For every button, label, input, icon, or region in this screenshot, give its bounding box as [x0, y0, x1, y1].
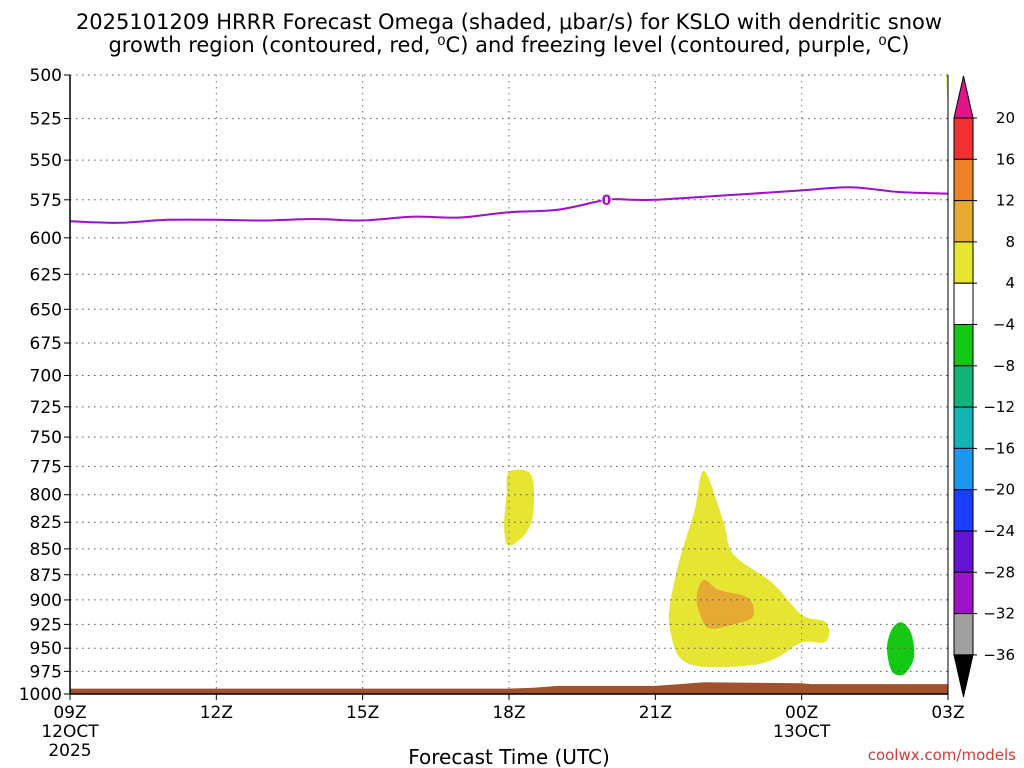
- omega-region-5: [887, 622, 915, 676]
- colorbar-box-11: [953, 530, 974, 573]
- colorbar-top-arrow: [953, 75, 974, 119]
- x-date-label-12OCT: 12OCT: [41, 722, 99, 742]
- colorbar-box-4: [953, 241, 974, 284]
- axes: 500 525 550 575 600 625 650 675 700 725 750 775 800 8…: [19, 66, 965, 761]
- colorbar-bottom-arrow: [953, 654, 974, 698]
- x-tick-label-09Z: 09Z: [53, 703, 86, 723]
- freezing-level-label-bg: [601, 191, 612, 207]
- colorbar-label-0: 20: [996, 109, 1015, 127]
- y-tick-label-1000: 1000: [19, 685, 62, 705]
- chart-title-line2: growth region (contoured, red, ⁰C) and f…: [108, 33, 909, 57]
- colorbar-label-6: −8: [993, 357, 1015, 375]
- y-tick-label-650: 650: [30, 300, 62, 320]
- colorbar-box-1: [953, 117, 974, 160]
- y-tick-label-800: 800: [30, 486, 62, 506]
- colorbar-box-7: [953, 365, 974, 408]
- y-tick-label-525: 525: [30, 110, 62, 130]
- y-tick-label-550: 550: [30, 151, 62, 171]
- colorbar-label-8: −16: [983, 439, 1015, 457]
- y-tick-label-925: 925: [30, 615, 62, 635]
- y-tick-label-725: 725: [30, 398, 62, 418]
- chart-title-line1: 2025101209 HRRR Forecast Omega (shaded, …: [76, 10, 942, 34]
- x-tick-label-15Z: 15Z: [346, 703, 379, 723]
- x-year-label: 2025: [48, 741, 91, 761]
- y-tick-label-625: 625: [30, 265, 62, 285]
- y-tick-label-700: 700: [30, 366, 62, 386]
- x-tick-label-18Z: 18Z: [492, 703, 525, 723]
- colorbar-label-10: −24: [983, 522, 1015, 540]
- colorbar-box-6: [953, 324, 974, 367]
- y-tick-label-575: 575: [30, 191, 62, 211]
- colorbar-label-4: 4: [1005, 274, 1015, 292]
- colorbar-box-12: [953, 571, 974, 615]
- colorbar: 20 16 12 8 4 −4 −8 −12 −16 −20 −24 −28 −32 −36: [953, 75, 1015, 698]
- omega-region-1: [504, 469, 535, 546]
- colorbar-box-5: [953, 282, 974, 326]
- grid: [69, 74, 949, 695]
- x-axis-label: Forecast Time (UTC): [408, 745, 610, 768]
- y-tick-label-825: 825: [30, 513, 62, 533]
- y-tick-label-750: 750: [30, 428, 62, 448]
- omega-shading: [504, 72, 949, 676]
- y-tick-label-900: 900: [30, 591, 62, 611]
- y-tick-label-775: 775: [30, 457, 62, 477]
- y-tick-label-600: 600: [30, 229, 62, 249]
- colorbar-label-9: −20: [983, 481, 1015, 499]
- colorbar-box-8: [953, 406, 974, 449]
- y-tick-label-500: 500: [30, 66, 62, 86]
- colorbar-label-11: −28: [983, 563, 1015, 581]
- y-tick-label-875: 875: [30, 566, 62, 586]
- y-tick-label-950: 950: [30, 639, 62, 659]
- freezing-level-contour: 0: [69, 186, 949, 224]
- freezing-level-line: [69, 186, 949, 224]
- colorbar-label-7: −12: [983, 398, 1015, 416]
- freezing-level-label: 0: [602, 193, 612, 209]
- y-tick-label-850: 850: [30, 540, 62, 560]
- colorbar-box-13: [953, 613, 974, 656]
- y-tick-label-975: 975: [30, 662, 62, 682]
- colorbar-label-5: −4: [993, 316, 1015, 334]
- colorbar-label-13: −36: [983, 646, 1015, 664]
- y-tick-label-675: 675: [30, 334, 62, 354]
- colorbar-label-1: 16: [996, 150, 1015, 168]
- colorbar-label-12: −32: [983, 605, 1015, 623]
- colorbar-box-10: [953, 489, 974, 532]
- x-tick-label-12Z: 12Z: [200, 703, 233, 723]
- colorbar-box-2: [953, 158, 974, 202]
- x-tick-label-03Z: 03Z: [931, 703, 964, 723]
- x-tick-label-21Z: 21Z: [639, 703, 672, 723]
- credit-link[interactable]: coolwx.com/models: [868, 746, 1016, 764]
- x-tick-label-00Z: 00Z: [785, 703, 818, 723]
- x-date-label-13OCT: 13OCT: [773, 722, 831, 742]
- surface-terrain: [70, 682, 948, 694]
- omega-region-2: [668, 470, 830, 668]
- colorbar-box-3: [953, 200, 974, 243]
- colorbar-box-9: [953, 447, 974, 491]
- terrain-fill: [70, 682, 948, 694]
- colorbar-label-3: 8: [1005, 233, 1015, 251]
- omega-region-3: [696, 579, 754, 629]
- colorbar-label-2: 12: [996, 192, 1015, 210]
